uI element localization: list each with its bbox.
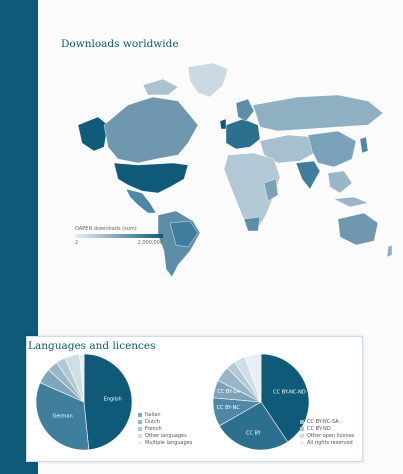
pie1-slice-english [83, 353, 133, 451]
map-new-zealand [386, 244, 393, 258]
map-australia [337, 212, 379, 246]
map-alaska [77, 116, 109, 152]
map-usa [113, 162, 189, 194]
legend-swatch [300, 420, 304, 425]
map-legend-max: 2,000,000 [137, 240, 163, 246]
pie1-label-english: English [104, 397, 122, 403]
map-canada [103, 96, 199, 164]
languages-title: Languages and licences [28, 340, 156, 352]
legend-swatch [138, 420, 142, 425]
map-legend-min: 2 [75, 240, 79, 246]
map-se-asia [327, 170, 353, 194]
legend-label: Other languages [145, 432, 187, 439]
language-legend: Italian Dutch French Other languages Multipl… [138, 412, 192, 446]
map-title: Downloads worldwide [61, 38, 179, 50]
map-asia-middle [259, 134, 319, 164]
map-india [295, 160, 321, 190]
map-legend-title: OAPEN downloads (sum) [75, 226, 137, 232]
legend-item-italian: Italian [138, 412, 192, 419]
legend-item-cc-by-nc-sa: CC BY-NC-SA [300, 419, 354, 426]
legend-swatch [138, 433, 142, 438]
pie-charts: English German CC BY-NC-ND CC BY CC BY-NC CC … [35, 353, 310, 451]
pie2-label-cc-by-nc-nd: CC BY-NC-ND [273, 389, 306, 395]
legend-label: CC BY-ND [307, 426, 331, 433]
legend-swatch [138, 440, 142, 445]
legend-label: Other open license [307, 432, 355, 439]
map-canada-islands [142, 78, 179, 96]
map-mexico [125, 188, 157, 214]
legend-item-other-open-license: Other open license [300, 433, 354, 440]
pie2-slice-cc-by-nc-nd [260, 353, 310, 443]
legend-label: French [145, 425, 162, 432]
legend-item-cc-by-nd: CC BY-ND [300, 426, 354, 433]
legend-label: All rights reserved [307, 439, 353, 446]
map-south-africa [243, 216, 261, 232]
map-africa [223, 152, 281, 232]
legend-label: Dutch [145, 419, 160, 426]
legend-swatch [300, 433, 304, 438]
map-legend-gradient [75, 234, 163, 238]
pie2-label-cc-by: CC BY [246, 431, 262, 437]
pie2-slice-all-rights-reserved [244, 353, 262, 403]
map-europe [225, 118, 261, 150]
pie2-label-cc-by-sa: CC BY-SA [217, 389, 240, 395]
map-china [307, 130, 357, 168]
world-map [77, 62, 393, 278]
legend-label: Multiple languages [145, 439, 193, 446]
pie1-label-german: German [53, 414, 73, 420]
map-uk [219, 118, 227, 130]
legend-item-french: French [138, 426, 192, 433]
legend-swatch [138, 426, 142, 431]
pie2-label-cc-by-nc: CC BY-NC [217, 405, 241, 411]
legend-item-dutch: Dutch [138, 419, 192, 426]
map-africa-east [263, 178, 279, 202]
map-greenland [187, 62, 229, 98]
legend-item-multiple-languages: Multiple languages [138, 439, 192, 446]
license-legend: CC BY-NC-SA CC BY-ND Other open license All… [300, 419, 354, 446]
pie1-slice-multiple-languages [79, 353, 85, 403]
legend-item-all-rights-reserved: All rights reserved [300, 439, 354, 446]
legend-swatch [138, 413, 142, 418]
map-legend-ticks: 2 2,000,000 [75, 240, 163, 246]
legend-label: CC BY-NC-SA [307, 419, 339, 426]
map-scandinavia [235, 98, 255, 122]
legend-swatch [300, 440, 304, 445]
map-indonesia [333, 196, 369, 208]
map-russia [252, 94, 384, 132]
legend-swatch [300, 427, 304, 432]
map-japan [359, 136, 369, 154]
pie1-slice-german [35, 382, 90, 451]
legend-item-other-languages: Other languages [138, 432, 192, 439]
legend-label: Italian [145, 412, 161, 419]
map-legend: OAPEN downloads (sum) 2 2,000,000 [75, 226, 170, 246]
map-brazil [169, 220, 199, 248]
pie2-slice-cc-by [218, 401, 289, 451]
